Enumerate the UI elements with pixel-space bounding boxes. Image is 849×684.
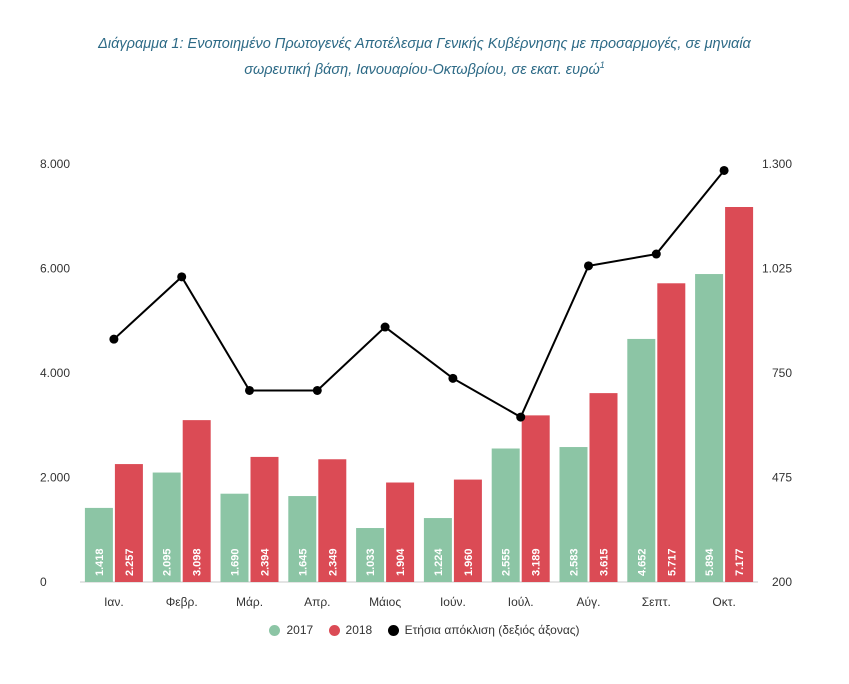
bar-2017: [152, 472, 181, 582]
bar-2018: [250, 456, 279, 582]
caption-line-2-text: σωρευτική βάση, Ιανουαρίου-Οκτωβρίου, σε…: [244, 61, 600, 78]
line-point-annual-deviation: [177, 272, 187, 282]
legend-swatch-annual-deviation: [387, 624, 399, 636]
chart-legend: 2017 2018 Ετήσια απόκλιση (δεξιός άξονας…: [0, 623, 849, 639]
legend-label-2017: 2017: [286, 623, 314, 637]
bar-2017: [491, 448, 520, 582]
line-point-annual-deviation: [516, 412, 526, 422]
y-left-tick-label: 0: [40, 575, 47, 589]
data-label-2018: 3.189: [531, 548, 543, 576]
chart-caption: Διάγραμμα 1: Ενοποιημένο Πρωτογενές Αποτ…: [0, 34, 849, 81]
y-left-tick-label: 4.000: [40, 366, 70, 380]
bar-2017: [695, 274, 724, 582]
data-label-2017: 1.690: [230, 548, 242, 576]
line-point-annual-deviation: [584, 261, 593, 271]
data-label-2017: 2.095: [162, 548, 174, 576]
legend-item-2018: 2018: [328, 623, 373, 637]
caption-footnote-marker: 1: [599, 60, 605, 70]
data-label-2018: 2.349: [327, 548, 339, 576]
line-point-annual-deviation: [380, 322, 390, 332]
data-label-2017: 1.033: [365, 548, 377, 576]
x-tick-label: Απρ.: [304, 595, 330, 609]
data-label-2017: 2.555: [501, 548, 513, 576]
bar-2018: [521, 415, 550, 582]
line-point-annual-deviation: [109, 334, 119, 344]
legend-swatch-2018: [328, 624, 340, 636]
legend-label-annual-deviation: Ετήσια απόκλιση (δεξιός άξονας): [404, 623, 580, 637]
bar-2018: [386, 482, 415, 582]
data-label-2018: 3.615: [599, 548, 611, 576]
bar-2018: [657, 283, 686, 582]
bar-2017: [627, 338, 656, 582]
data-label-2017: 2.583: [569, 548, 581, 576]
bar-2017: [559, 447, 588, 582]
line-point-annual-deviation: [719, 165, 729, 175]
data-label-2018: 5.717: [666, 548, 678, 576]
legend-swatch-2017: [269, 624, 281, 636]
line-point-annual-deviation: [312, 385, 322, 395]
data-label-2017: 1.645: [297, 548, 309, 576]
y-right-tick-label: 1.025: [762, 262, 792, 276]
legend-item-annual-deviation: Ετήσια απόκλιση (δεξιός άξονας): [387, 623, 580, 637]
line-annual-deviation: [113, 169, 725, 419]
x-tick-label: Σεπτ.: [642, 595, 671, 609]
line-point-annual-deviation: [448, 373, 458, 383]
y-right-tick-label: 750: [772, 366, 792, 380]
data-label-2018: 3.098: [192, 548, 204, 576]
x-tick-label: Ιούλ.: [508, 595, 534, 609]
bar-2017: [220, 493, 249, 582]
y-right-tick-label: 200: [772, 575, 792, 589]
x-tick-label: Φεβρ.: [166, 595, 198, 609]
line-point-annual-deviation: [245, 385, 254, 395]
caption-line-2: σωρευτική βάση, Ιανουαρίου-Οκτωβρίου, σε…: [0, 55, 849, 81]
y-left-tick-label: 2.000: [40, 471, 70, 485]
data-label-2017: 1.418: [94, 548, 106, 576]
data-label-2018: 7.177: [734, 548, 746, 576]
legend-item-2017: 2017: [269, 623, 313, 637]
x-tick-label: Οκτ.: [712, 595, 735, 609]
y-right-tick-label: 1.300: [762, 157, 792, 171]
data-label-2018: 1.960: [463, 548, 475, 576]
y-left-tick-label: 6.000: [40, 262, 70, 276]
bar-2017: [423, 518, 452, 582]
bar-2018: [318, 459, 347, 582]
data-label-2017: 1.224: [433, 548, 445, 576]
x-tick-label: Αύγ.: [577, 595, 601, 609]
y-right-tick-label: 475: [772, 471, 792, 485]
y-left-tick-label: 8.000: [40, 157, 70, 171]
data-label-2018: 2.257: [124, 548, 136, 576]
bar-2018: [725, 207, 754, 582]
caption-line-1: Διάγραμμα 1: Ενοποιημένο Πρωτογενές Αποτ…: [98, 36, 751, 52]
x-tick-label: Ιαν.: [104, 595, 124, 609]
bar-2018: [453, 479, 482, 582]
data-label-2018: 1.904: [395, 548, 407, 576]
line-point-annual-deviation: [651, 249, 661, 259]
data-label-2018: 2.394: [260, 548, 272, 576]
bar-2017: [84, 507, 113, 582]
bar-2018: [114, 464, 143, 582]
x-tick-label: Μάιος: [369, 595, 401, 609]
bar-2018: [182, 420, 211, 582]
x-tick-label: Ιούν.: [440, 595, 466, 609]
x-tick-label: Μάρ.: [236, 595, 263, 609]
bar-2017: [356, 528, 385, 582]
bar-2018: [589, 393, 618, 582]
bar-2017: [288, 496, 317, 582]
data-label-2017: 5.894: [704, 548, 716, 576]
legend-label-2018: 2018: [345, 623, 373, 637]
data-label-2017: 4.652: [636, 548, 648, 576]
